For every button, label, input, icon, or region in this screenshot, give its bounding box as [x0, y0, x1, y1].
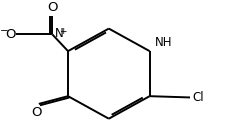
Text: N: N	[54, 27, 63, 40]
Text: O: O	[5, 28, 15, 41]
Text: +: +	[58, 27, 66, 36]
Text: O: O	[31, 106, 42, 120]
Text: Cl: Cl	[191, 91, 203, 104]
Text: NH: NH	[155, 36, 172, 49]
Text: −: −	[0, 26, 8, 35]
Text: O: O	[47, 1, 57, 14]
